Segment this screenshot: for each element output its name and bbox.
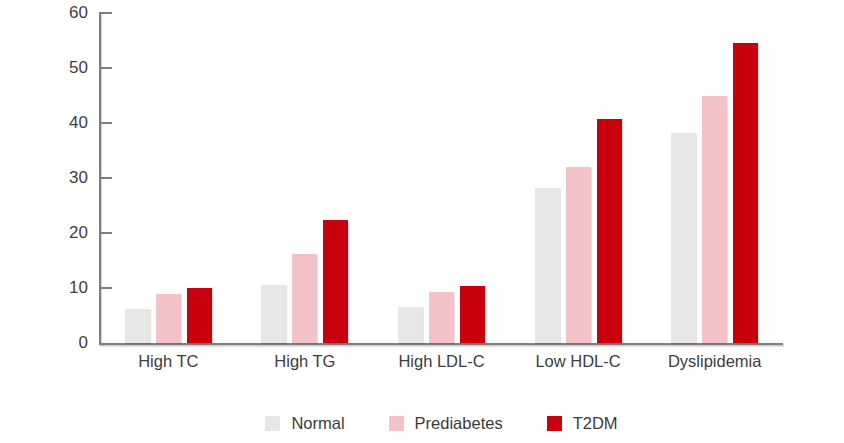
x-axis-label: Dyslipidemia xyxy=(646,352,783,371)
legend-label: T2DM xyxy=(573,414,618,433)
x-axis-labels: High TCHigh TGHigh LDL-CLow HDL-CDyslipi… xyxy=(100,352,783,371)
legend-swatch-icon xyxy=(265,416,280,431)
bar-prediabetes-high-ldl-c xyxy=(429,292,454,343)
y-tick-label: 10 xyxy=(30,278,88,298)
bar-group xyxy=(510,13,647,343)
y-tick-label: 30 xyxy=(30,168,88,188)
bar-group xyxy=(237,13,374,343)
bar-group xyxy=(646,13,783,343)
bar-group xyxy=(373,13,510,343)
legend-item-normal: Normal xyxy=(265,414,344,433)
plot-area xyxy=(100,13,783,343)
bar-prediabetes-low-hdl-c xyxy=(566,167,591,343)
bar-chart: 0 10 20 30 40 50 60 High TCHigh TGHigh LDL-CLo… xyxy=(0,0,844,443)
y-tick-label: 20 xyxy=(30,223,88,243)
legend-label: Normal xyxy=(291,414,344,433)
bar-normal-high-ldl-c xyxy=(398,307,423,343)
bar-t2dm-dyslipidemia xyxy=(733,43,758,343)
legend-label: Prediabetes xyxy=(415,414,503,433)
y-tick-label: 60 xyxy=(30,3,88,23)
bar-prediabetes-high-tc xyxy=(156,294,181,344)
y-tick-label: 40 xyxy=(30,113,88,133)
x-axis-label: High LDL-C xyxy=(373,352,510,371)
bar-t2dm-high-ldl-c xyxy=(460,286,485,343)
bar-t2dm-high-tc xyxy=(187,288,212,343)
bar-prediabetes-dyslipidemia xyxy=(702,96,727,344)
bar-normal-high-tc xyxy=(125,309,150,343)
legend-item-t2dm: T2DM xyxy=(547,414,618,433)
x-axis-line xyxy=(99,343,783,345)
bar-normal-dyslipidemia xyxy=(671,133,696,343)
x-axis-label: Low HDL-C xyxy=(510,352,647,371)
bar-t2dm-high-tg xyxy=(323,220,348,343)
bar-normal-low-hdl-c xyxy=(535,188,560,343)
y-tick-label: 0 xyxy=(30,333,88,353)
bar-normal-high-tg xyxy=(261,285,286,343)
y-tick-label: 50 xyxy=(30,58,88,78)
bar-group xyxy=(100,13,237,343)
legend: Normal Prediabetes T2DM xyxy=(100,414,783,433)
legend-swatch-icon xyxy=(547,416,562,431)
legend-item-prediabetes: Prediabetes xyxy=(389,414,503,433)
bar-prediabetes-high-tg xyxy=(292,254,317,343)
legend-swatch-icon xyxy=(389,416,404,431)
x-axis-label: High TG xyxy=(237,352,374,371)
bar-t2dm-low-hdl-c xyxy=(597,119,622,343)
x-axis-label: High TC xyxy=(100,352,237,371)
